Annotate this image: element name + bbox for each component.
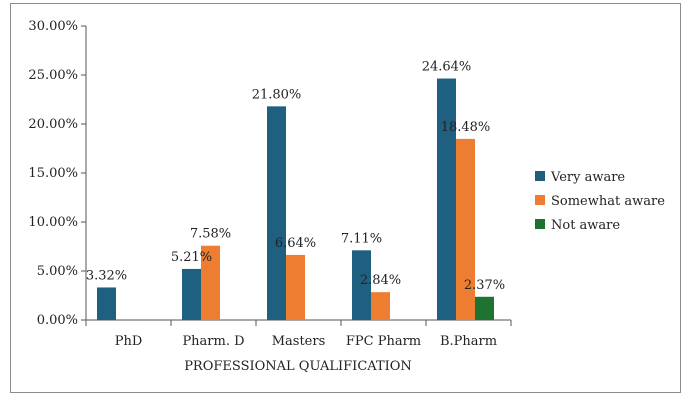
data-label: 7.58% (190, 227, 231, 242)
data-label: 5.21% (171, 250, 212, 265)
legend-swatch (535, 219, 545, 229)
data-labels: 3.32% 5.21% 21.80% 7.11% 24.64% 7.58% 6.64% 2.8… (86, 60, 505, 293)
x-axis-title: PROFESSIONAL QUALIFICATION (184, 359, 412, 374)
y-tick-label: 30.00% (28, 19, 78, 34)
bar (456, 138, 475, 320)
legend-label: Not aware (551, 218, 620, 233)
bars (97, 78, 494, 320)
bar (371, 292, 390, 320)
x-axis-categories: PhD Pharm. D Masters FPC Pharm B.Pharm (85, 320, 512, 349)
data-label: 24.64% (422, 60, 472, 75)
y-tick-label: 25.00% (28, 68, 78, 83)
category-label: B.Pharm (440, 334, 497, 349)
legend-swatch (535, 195, 545, 205)
y-tick-label: 5.00% (37, 264, 78, 279)
category-label: PhD (115, 334, 143, 349)
legend: Very aware Somewhat aware Not aware (535, 170, 665, 233)
category-label: Masters (272, 334, 326, 349)
data-label: 2.84% (360, 273, 401, 288)
bar (267, 106, 286, 320)
bar (97, 287, 116, 320)
legend-label: Very aware (550, 170, 625, 185)
chart-frame: 0.00% 5.00% 10.00% 15.00% 20.00% 25.00% 30.00%… (10, 3, 681, 393)
data-label: 18.48% (441, 120, 491, 135)
data-label: 6.64% (275, 236, 316, 251)
y-tick-label: 10.00% (28, 215, 78, 230)
category-label: Pharm. D (182, 334, 244, 349)
data-label: 2.37% (464, 278, 505, 293)
data-label: 3.32% (86, 268, 127, 283)
bar (182, 268, 201, 320)
bar (475, 296, 494, 320)
y-tick-label: 15.00% (28, 166, 78, 181)
y-tick-label: 20.00% (28, 117, 78, 132)
bar-chart: 0.00% 5.00% 10.00% 15.00% 20.00% 25.00% 30.00%… (28, 19, 665, 374)
legend-label: Somewhat aware (551, 194, 665, 209)
bar (352, 250, 371, 320)
bar (201, 245, 220, 320)
data-label: 7.11% (341, 231, 382, 246)
bar (437, 78, 456, 320)
y-axis-ticks: 0.00% 5.00% 10.00% 15.00% 20.00% 25.00% 30.00% (28, 19, 86, 328)
data-label: 21.80% (252, 87, 302, 102)
legend-swatch (535, 171, 545, 181)
category-label: FPC Pharm (346, 334, 421, 349)
y-tick-label: 0.00% (37, 313, 78, 328)
bar (286, 254, 305, 320)
